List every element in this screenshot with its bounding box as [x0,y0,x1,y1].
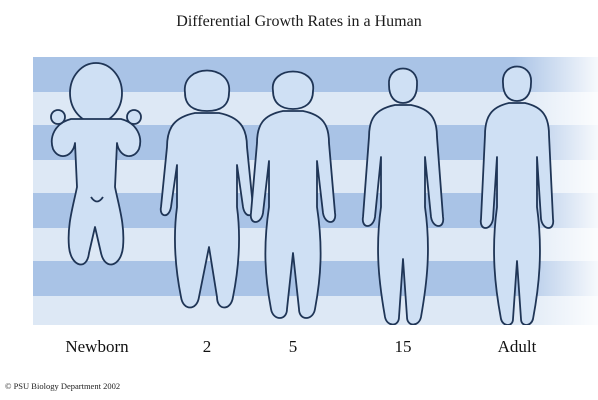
label-age-2: 2 [202,337,212,356]
copyright-notice: © PSU Biology Department 2002 [5,381,121,391]
figure-age-5 [249,70,337,319]
label-newborn: Newborn [65,337,129,356]
label-age-15: 15 [394,337,412,356]
figure-age-15 [361,67,445,325]
diagram-title: Differential Growth Rates in a Human [176,13,422,30]
label-adult: Adult [497,337,537,356]
growth-diagram [33,57,598,325]
label-age-5: 5 [288,337,298,356]
figure-newborn [50,62,142,266]
figure-age-2 [159,69,255,309]
figure-adult [479,65,555,325]
